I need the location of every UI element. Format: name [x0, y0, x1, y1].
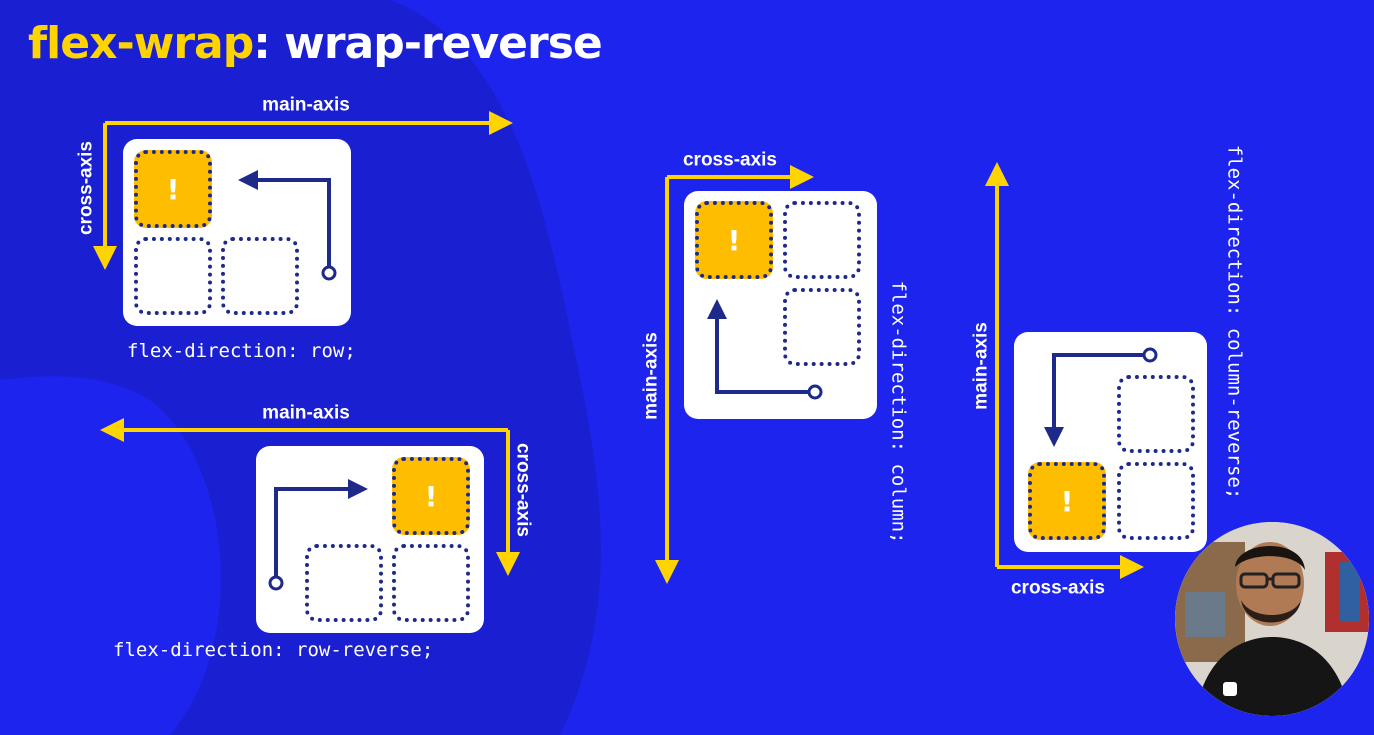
row-cross-axis-label: cross-axis [75, 140, 97, 236]
row-flex-item [134, 237, 212, 315]
column-flow-arrow [707, 299, 808, 394]
column-reverse-flow-arrow [1044, 353, 1143, 447]
column-reverse-flow-start-dot [1142, 347, 1158, 363]
column-caption: flex-direction: column; [887, 280, 910, 544]
row-reverse-main-axis-label: main-axis [262, 402, 350, 424]
column-flex-item [783, 288, 861, 366]
column-reverse-flex-item [1117, 462, 1195, 540]
column-main-axis-label: main-axis [640, 332, 662, 420]
row-flow-start-dot [321, 265, 337, 281]
column-reverse-flex-item-active: ! [1028, 462, 1106, 540]
presenter-webcam [1175, 522, 1369, 716]
row-reverse-flex-item [305, 544, 383, 622]
active-marker: ! [727, 223, 741, 257]
active-marker: ! [166, 172, 180, 206]
title-value: : wrap-reverse [253, 18, 603, 69]
column-reverse-flex-item [1117, 375, 1195, 453]
row-flex-item [221, 237, 299, 315]
row-reverse-flow-arrow [274, 479, 368, 576]
row-reverse-flex-item [392, 544, 470, 622]
row-main-axis-label: main-axis [262, 94, 350, 116]
row-flex-item-active: ! [134, 150, 212, 228]
row-reverse-flex-item-active: ! [392, 457, 470, 535]
presenter-image [1175, 522, 1369, 716]
title-property: flex-wrap [28, 18, 254, 69]
row-caption: flex-direction: row; [127, 340, 356, 362]
row-reverse-flow-start-dot [268, 575, 284, 591]
row-reverse-cross-axis-label: cross-axis [512, 442, 534, 538]
column-flex-item [783, 201, 861, 279]
active-marker: ! [1060, 484, 1074, 518]
column-cross-axis-label: cross-axis [682, 149, 778, 171]
column-reverse-main-axis-label: main-axis [970, 322, 992, 410]
row-flow-arrow [238, 170, 331, 266]
slide-title: flex-wrap: wrap-reverse [28, 18, 603, 69]
column-flex-item-active: ! [695, 201, 773, 279]
column-reverse-cross-axis-label: cross-axis [1010, 577, 1106, 599]
column-reverse-caption: flex-direction: column-reverse; [1223, 144, 1246, 500]
column-flow-start-dot [807, 384, 823, 400]
active-marker: ! [424, 479, 438, 513]
row-reverse-caption: flex-direction: row-reverse; [113, 639, 434, 661]
